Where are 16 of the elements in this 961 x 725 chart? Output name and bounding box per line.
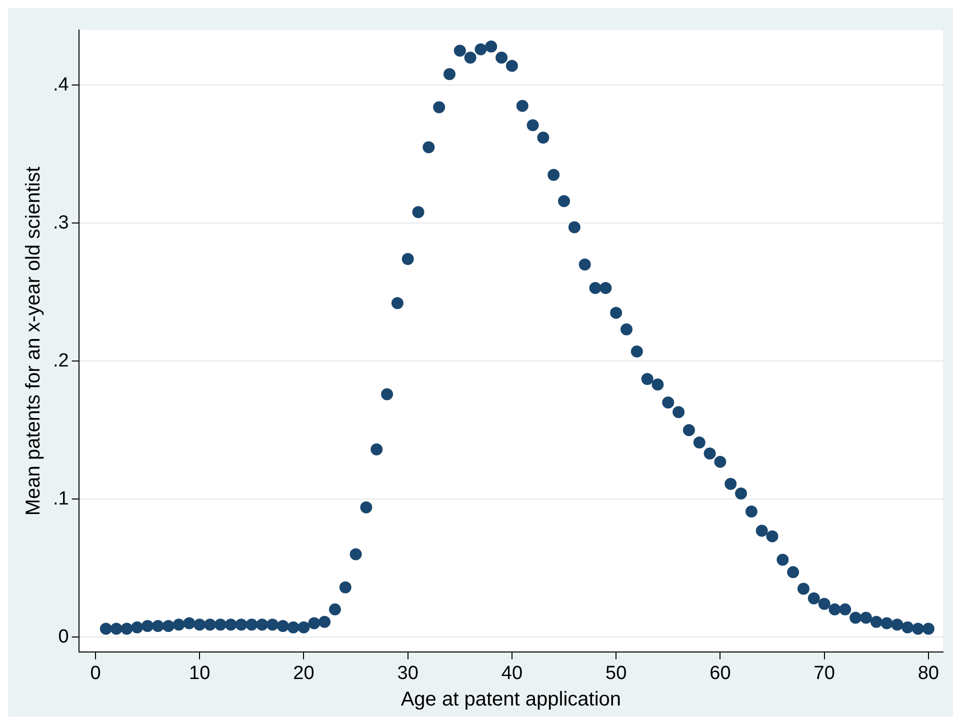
y-axis-title: Mean patents for an x-year old scientist	[22, 166, 45, 516]
y-tick-label: .2	[52, 350, 69, 372]
y-tick-label: 0	[58, 626, 69, 648]
x-tick-label: 80	[918, 662, 939, 684]
x-tick-label: 70	[814, 662, 835, 684]
x-axis-title: Age at patent application	[400, 688, 622, 711]
x-tick-label: 20	[293, 662, 314, 684]
y-tick-label: .1	[52, 488, 69, 510]
x-tick-label: 0	[90, 662, 101, 684]
x-tick-label: 10	[189, 662, 210, 684]
x-tick-label: 50	[606, 662, 627, 684]
x-tick-label: 30	[397, 662, 418, 684]
y-tick-label: .3	[52, 212, 69, 234]
x-tick-label: 60	[710, 662, 731, 684]
x-tick-label: 40	[501, 662, 523, 684]
y-tick-label: .4	[52, 74, 70, 96]
